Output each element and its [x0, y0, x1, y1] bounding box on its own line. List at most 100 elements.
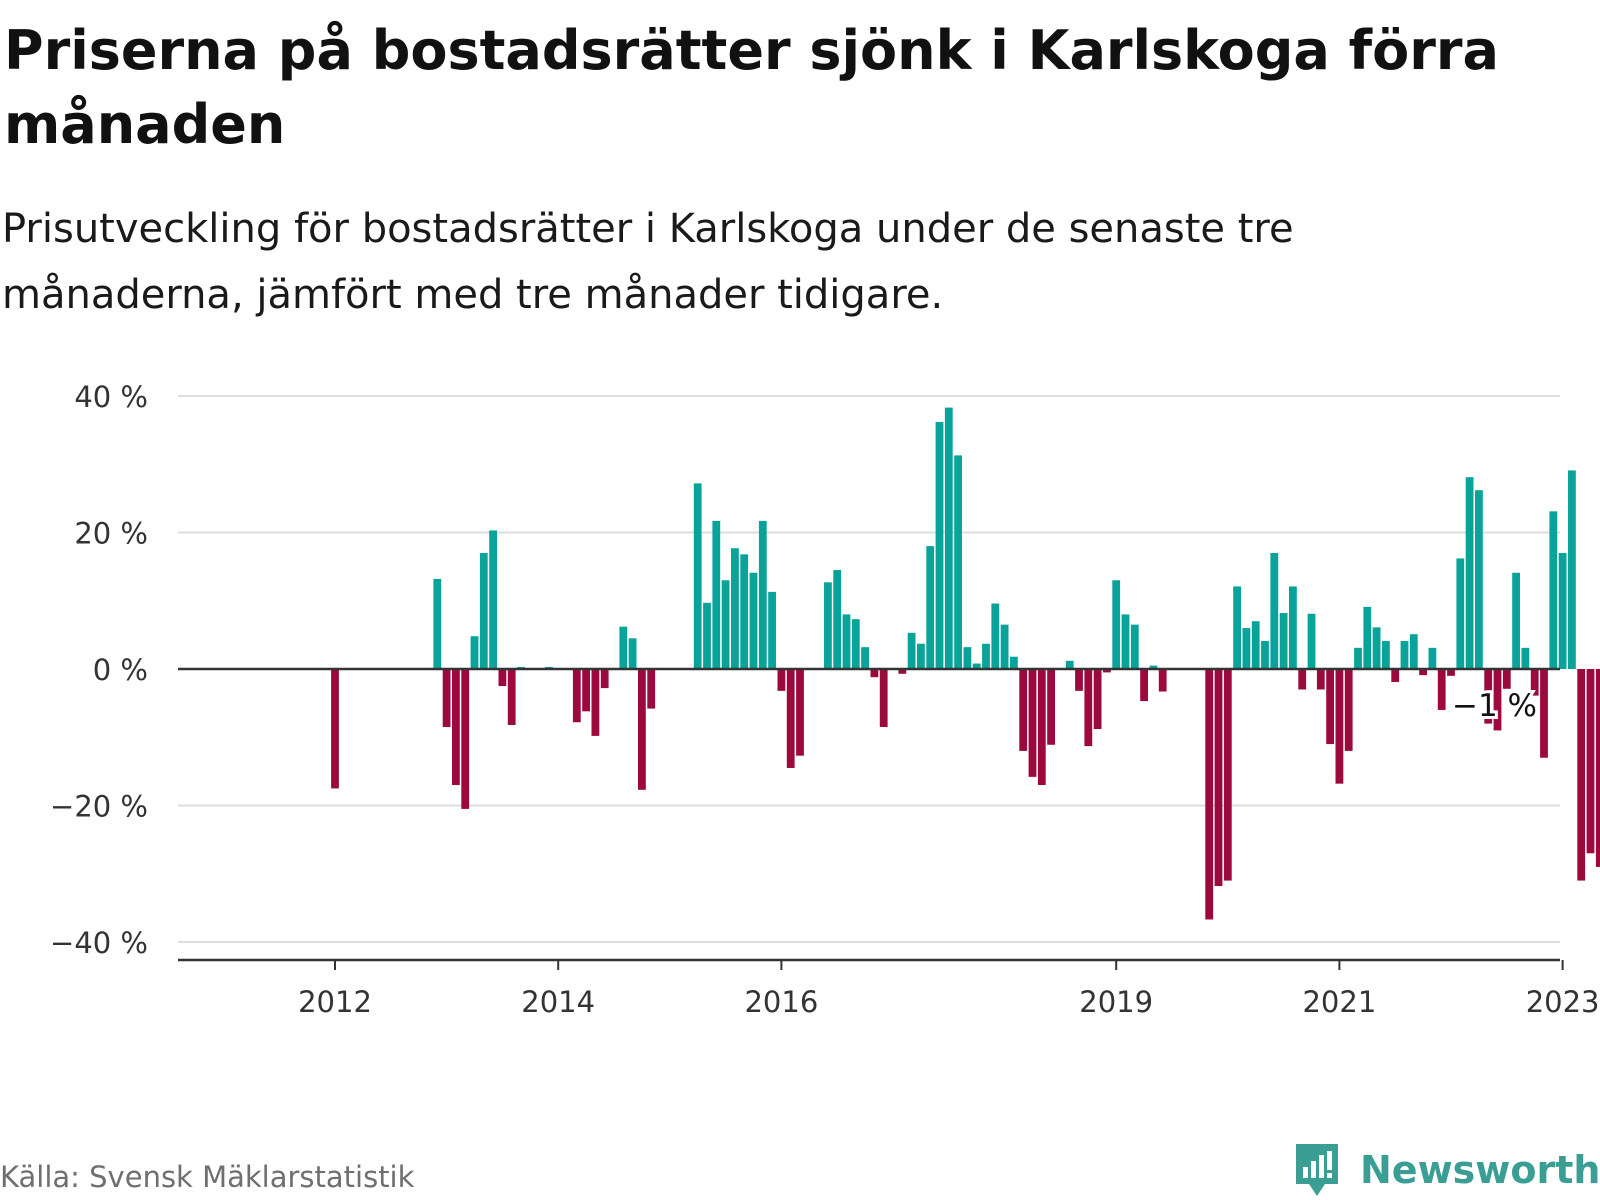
- bar-negative: [1047, 669, 1055, 745]
- bar-negative: [1595, 669, 1600, 867]
- x-tick-label: 2019: [1079, 985, 1153, 1019]
- x-tick-label: 2012: [298, 985, 372, 1019]
- bar-negative: [1447, 669, 1455, 676]
- bar-negative: [1140, 669, 1148, 702]
- bar-positive: [1242, 628, 1251, 669]
- bar-negative: [1577, 669, 1586, 881]
- bar-positive: [824, 582, 832, 669]
- bar-positive: [982, 643, 990, 669]
- bar-positive: [1558, 552, 1567, 669]
- bar-positive: [1261, 641, 1269, 669]
- bar-positive: [963, 647, 972, 669]
- bar-positive: [1409, 634, 1418, 669]
- bar-positive: [479, 552, 488, 669]
- bar-negative: [507, 669, 516, 725]
- newsworthy-logo-icon: [1296, 1144, 1338, 1196]
- y-tick-label: 40 %: [74, 380, 148, 414]
- bar-positive: [851, 619, 860, 669]
- bar-negative: [1437, 669, 1446, 710]
- bar-positive: [1289, 586, 1297, 669]
- bar-positive: [1251, 621, 1260, 669]
- bar-negative: [1344, 669, 1353, 751]
- bar-positive: [693, 483, 702, 669]
- bar-negative: [879, 669, 888, 728]
- y-tick-label: 20 %: [74, 517, 148, 551]
- y-tick-label: 0 %: [93, 653, 148, 687]
- bar-positive: [1121, 614, 1130, 669]
- bar-positive: [842, 614, 851, 669]
- bar-positive: [1428, 647, 1437, 669]
- bar-negative: [1540, 669, 1548, 758]
- bar-positive: [433, 578, 442, 669]
- bar-positive: [1130, 624, 1139, 669]
- bar-positive: [703, 602, 711, 669]
- bar-positive: [972, 663, 981, 669]
- chart-subtitle: Prisutveckling för bostadsrätter i Karls…: [2, 206, 1294, 318]
- bar-negative: [498, 669, 507, 687]
- bar-negative: [898, 669, 907, 674]
- bar-negative: [1093, 669, 1102, 730]
- bar-positive: [1000, 624, 1009, 669]
- bar-positive: [712, 520, 721, 669]
- bar-positive: [833, 570, 842, 669]
- chart-title: Priserna på bostadsrätter sjönk i Karlsk…: [4, 19, 1499, 156]
- bar-negative: [1214, 669, 1223, 887]
- bar-negative: [1298, 669, 1307, 690]
- bar-negative: [442, 669, 451, 728]
- bar-positive: [1465, 477, 1474, 669]
- bar-negative: [1075, 669, 1083, 691]
- last-value-annotation: −1 %: [1452, 688, 1537, 724]
- bar-positive: [1549, 511, 1558, 669]
- bar-positive: [1233, 586, 1241, 669]
- bar-negative: [647, 669, 656, 709]
- bar-negative: [870, 669, 879, 678]
- bar-positive: [1512, 572, 1520, 669]
- bar-negative: [1484, 669, 1493, 724]
- bar-negative: [452, 669, 460, 786]
- bar-negative: [1326, 669, 1334, 745]
- bar-positive: [861, 647, 869, 669]
- y-tick-label: −40 %: [50, 926, 148, 960]
- bar-positive: [470, 636, 479, 669]
- bar-positive: [721, 580, 730, 669]
- bar-positive: [740, 554, 749, 669]
- bar-negative: [331, 669, 339, 789]
- bar-positive: [944, 407, 953, 669]
- bar-negative: [1037, 669, 1046, 786]
- bar-positive: [1372, 627, 1381, 669]
- bar-positive: [1456, 558, 1465, 669]
- bar-positive: [954, 455, 962, 669]
- bar-positive: [768, 591, 776, 669]
- bar-positive: [1010, 656, 1018, 669]
- bar-positive: [1065, 660, 1074, 669]
- bar-negative: [1223, 669, 1232, 881]
- bar-positive: [917, 643, 925, 669]
- bar-positive: [489, 530, 497, 669]
- brand-logo[interactable]: Newsworthy: [1292, 1140, 1600, 1200]
- bar-positive: [628, 638, 637, 669]
- bar-negative: [591, 669, 600, 736]
- bar-negative: [1391, 669, 1400, 682]
- bar-positive: [926, 546, 935, 669]
- bar-positive: [907, 632, 916, 669]
- bar-negative: [1335, 669, 1344, 784]
- gridlines: [178, 395, 1560, 943]
- x-axis: 2012 2014 2016 2019 2021 2023: [178, 958, 1600, 1019]
- bar-negative: [1158, 669, 1167, 692]
- bar-negative: [777, 669, 786, 691]
- bar-positive: [619, 626, 628, 669]
- bar-negative: [1586, 669, 1595, 854]
- bar-positive: [1279, 613, 1288, 669]
- bar-negative: [1502, 669, 1511, 689]
- brand-name: Newsworthy: [1360, 1148, 1600, 1192]
- bar-positive: [1568, 470, 1576, 669]
- bar-negative: [1028, 669, 1037, 777]
- bar-positive: [731, 548, 739, 669]
- bar-negative: [1019, 669, 1028, 751]
- x-tick-label: 2014: [521, 985, 595, 1019]
- bar-positive: [749, 572, 758, 669]
- bar-negative: [1316, 669, 1325, 690]
- bar-positive: [1270, 552, 1279, 669]
- bar-negative: [796, 669, 804, 756]
- bar-negative: [1205, 669, 1214, 920]
